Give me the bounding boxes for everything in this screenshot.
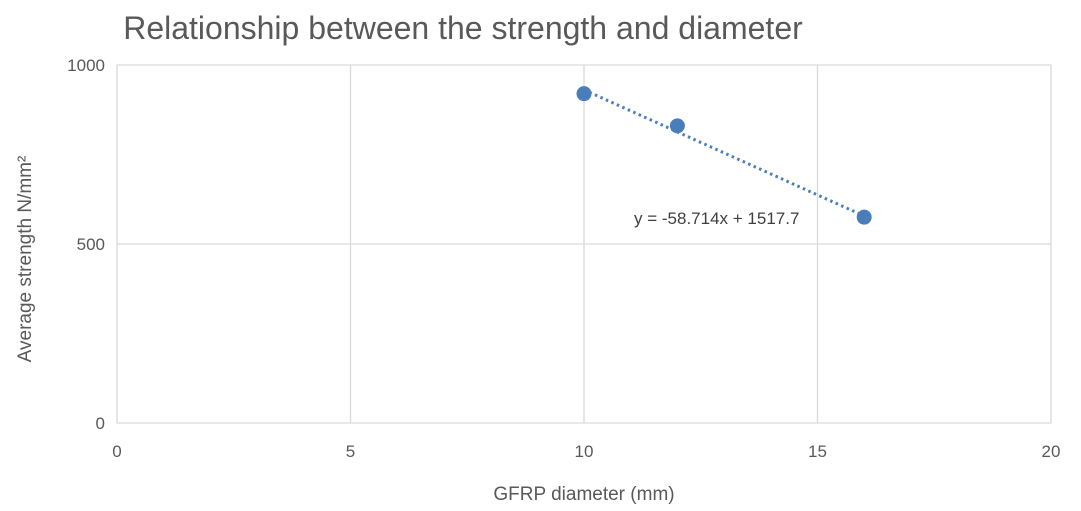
y-axis-title: Average strength N/mm² [15,156,36,363]
grid [116,64,1052,424]
y-tick-label: 0 [96,414,105,433]
x-tick-label: 0 [112,442,121,461]
x-tick-label: 10 [575,442,594,461]
trendline-equation: y = -58.714x + 1517.7 [634,209,799,228]
x-tick-label: 20 [1042,442,1061,461]
x-tick-label: 5 [346,442,355,461]
tick-labels: 0 5 10 15 20 0 500 1000 [67,56,1060,461]
data-points [576,86,872,225]
trendline [583,88,865,218]
chart-title: Relationship between the strength and di… [123,10,803,46]
data-point [669,118,685,134]
data-point [856,209,872,225]
y-tick-label: 500 [77,235,105,254]
y-tick-label: 1000 [67,56,105,75]
x-tick-label: 15 [808,442,827,461]
trendline-layer [583,88,865,218]
data-point [576,86,592,102]
x-axis-title: GFRP diameter (mm) [493,484,674,505]
